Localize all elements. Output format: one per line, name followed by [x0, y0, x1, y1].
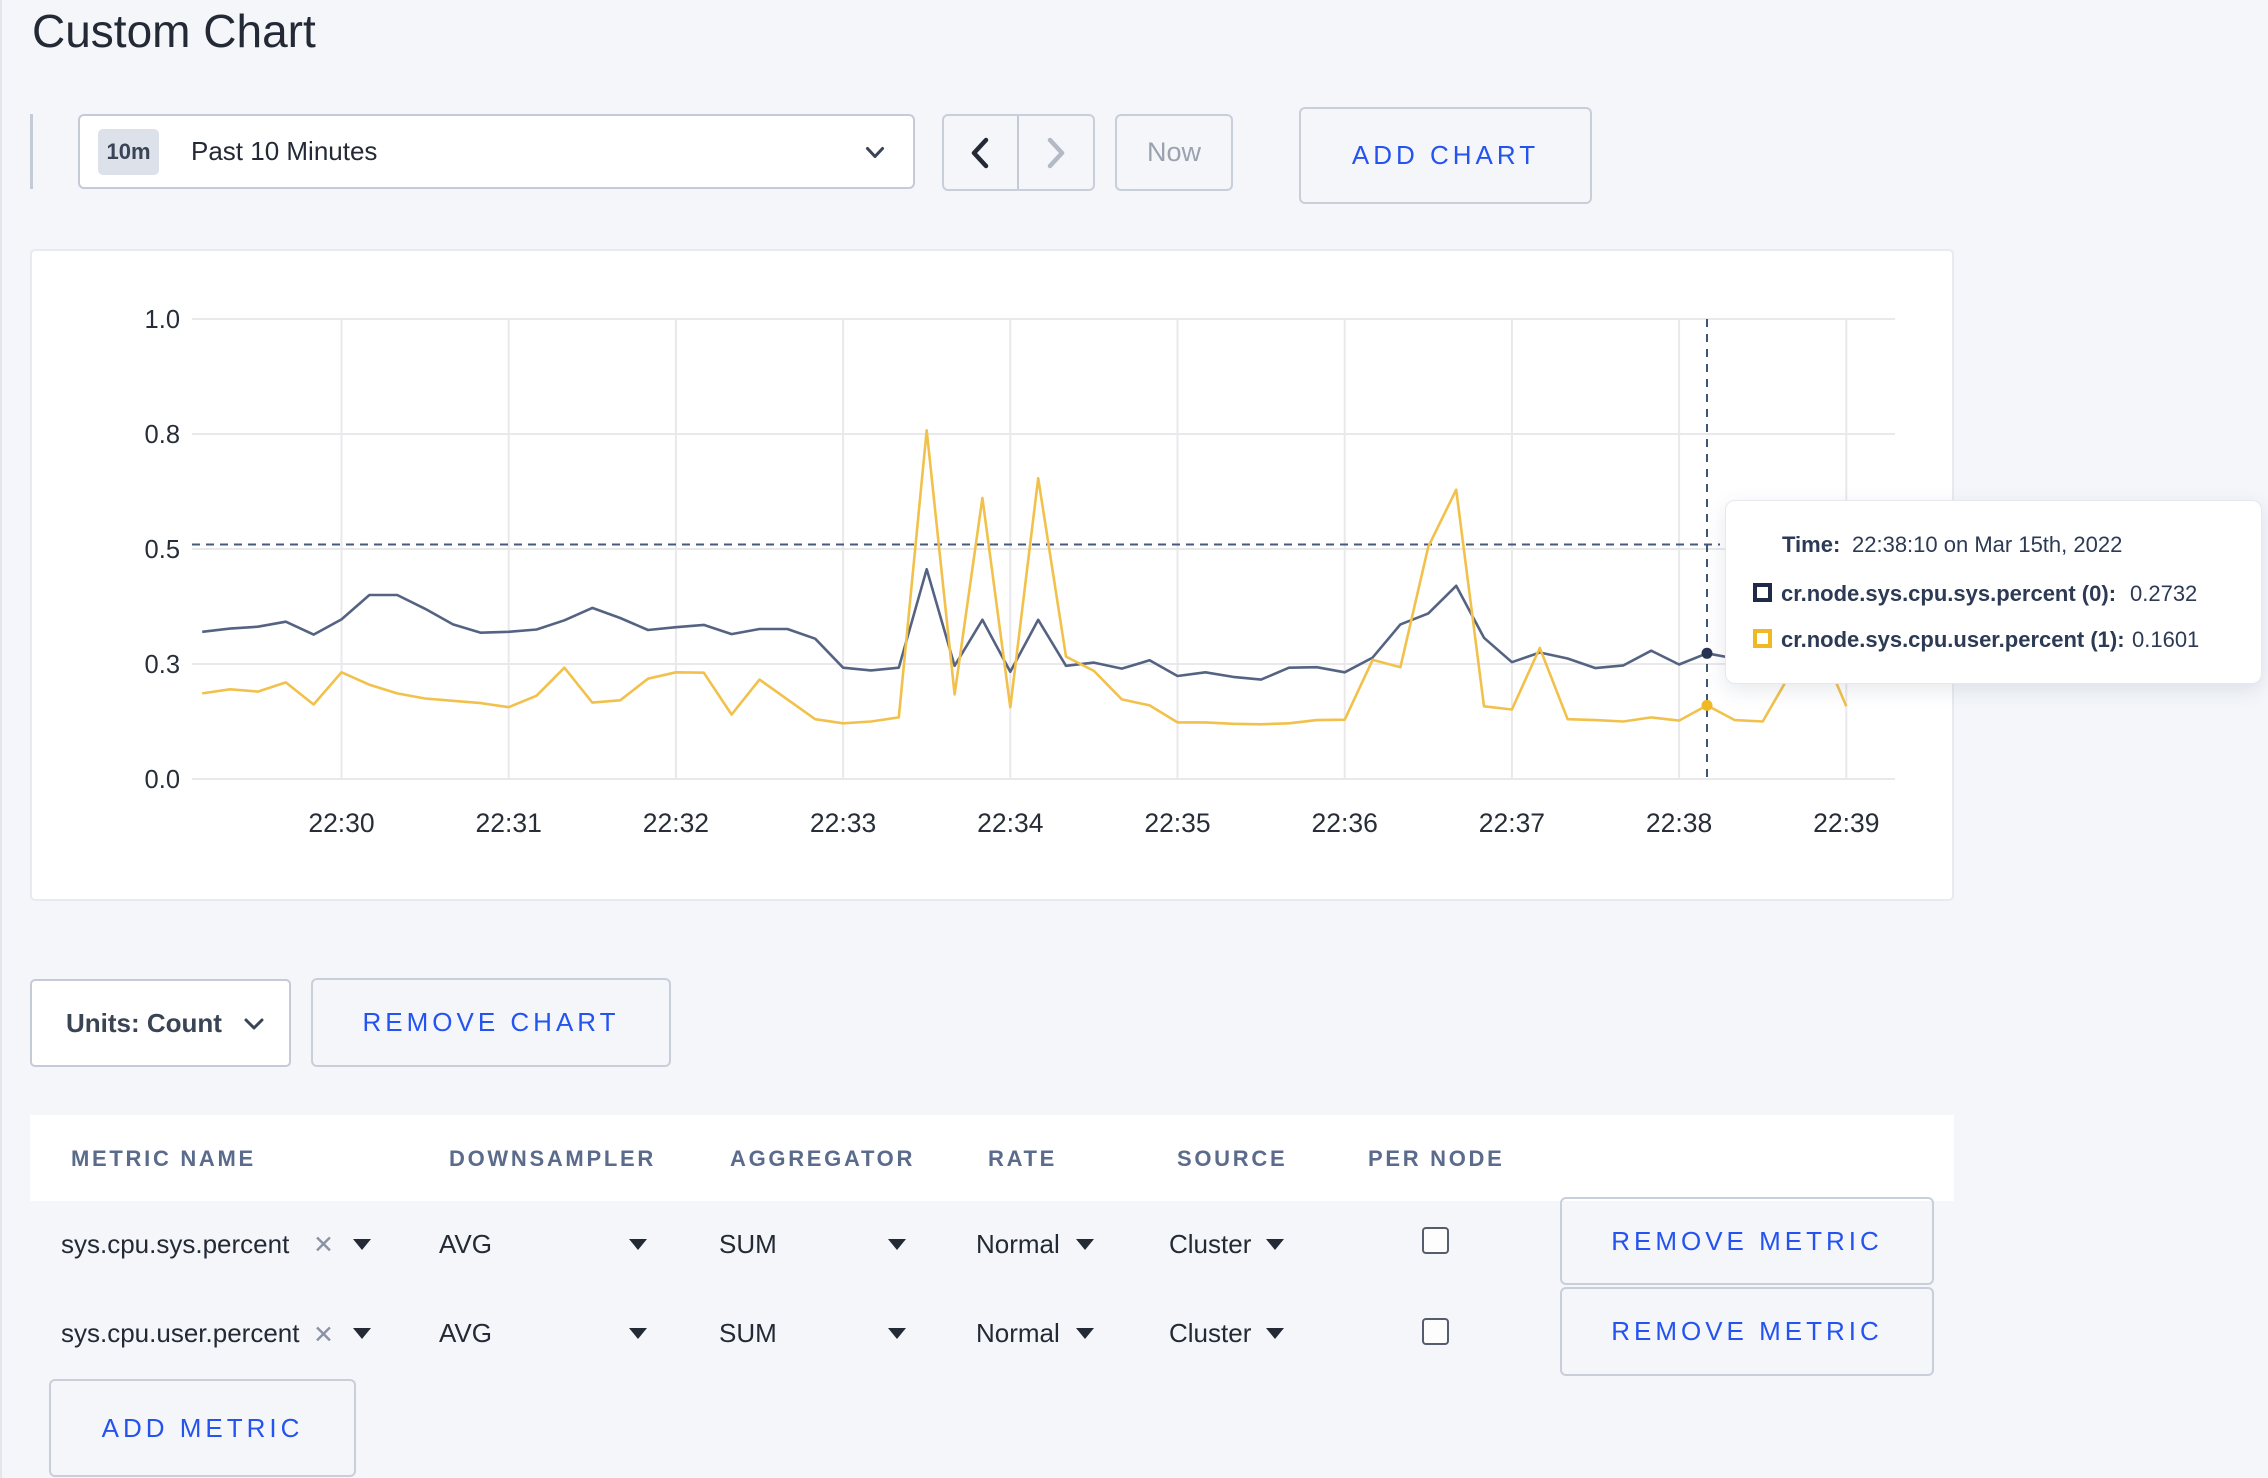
- svg-text:22:36: 22:36: [1312, 808, 1378, 838]
- svg-text:0.5: 0.5: [145, 536, 180, 564]
- svg-text:0.0: 0.0: [145, 766, 180, 794]
- svg-text:0.8: 0.8: [145, 421, 180, 449]
- svg-text:22:34: 22:34: [977, 808, 1043, 838]
- svg-text:22:37: 22:37: [1479, 808, 1545, 838]
- svg-text:22:39: 22:39: [1813, 808, 1879, 838]
- svg-text:0.3: 0.3: [145, 651, 180, 679]
- svg-text:22:30: 22:30: [308, 808, 374, 838]
- svg-text:22:33: 22:33: [810, 808, 876, 838]
- svg-text:22:38: 22:38: [1646, 808, 1712, 838]
- svg-text:22:35: 22:35: [1144, 808, 1210, 838]
- svg-text:22:32: 22:32: [643, 808, 709, 838]
- svg-text:22:31: 22:31: [476, 808, 542, 838]
- svg-text:1.0: 1.0: [145, 306, 180, 334]
